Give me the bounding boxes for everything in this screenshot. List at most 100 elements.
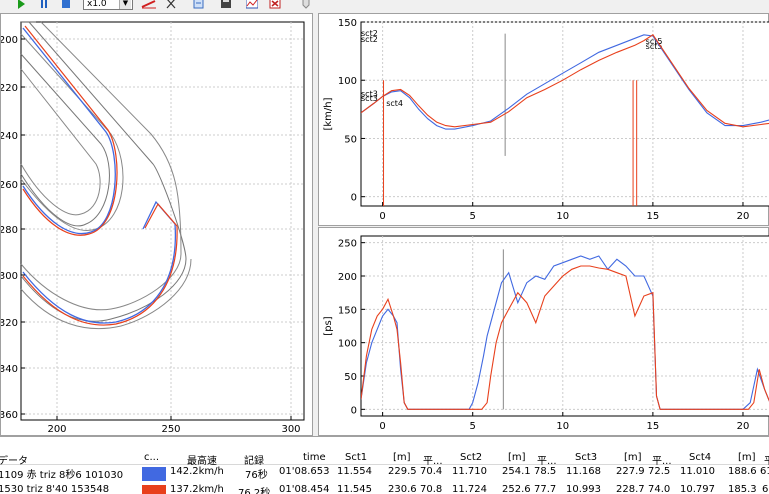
cell-m1: 229.5 [388, 466, 417, 477]
map-tick-label-y: 200 [1, 35, 18, 46]
tick-label-y: 50 [344, 134, 357, 145]
chevron-down-icon: ▼ [119, 0, 131, 9]
power-chart[interactable]: 250 200 150 100 50 0 0 5 10 15 20 [ps] [319, 228, 769, 435]
col-header-time[interactable]: time [303, 452, 326, 463]
plot-area [360, 235, 769, 417]
red-line-icon[interactable] [141, 0, 157, 10]
col-header-data[interactable]: データ [0, 456, 28, 467]
table-header: データ c... 最高速 記録 time Sct1 [m] 平... Sct2 … [0, 444, 769, 467]
sector-label: sct3 [361, 90, 378, 99]
tick-label-y: 0 [351, 405, 357, 416]
export-icon[interactable] [192, 0, 206, 10]
track-outer-edge-2 [20, 21, 182, 311]
tick-label-y: 250 [338, 239, 357, 250]
track-inner-edge [20, 53, 110, 227]
toolbar: x1.0 ▼ [0, 0, 769, 13]
tick-label-x: 20 [737, 211, 750, 222]
map-tick-label-x: 250 [161, 424, 180, 435]
tick-label-x: 5 [470, 211, 476, 222]
series-line-red [361, 34, 769, 128]
chart-icon[interactable] [245, 0, 259, 10]
tick-label-y: 150 [338, 18, 357, 29]
col-header-sct3[interactable]: Sct3 [575, 452, 598, 463]
pause-icon[interactable] [38, 0, 50, 10]
col-header-m1[interactable]: [m] [393, 452, 411, 463]
tick-label-x: 0 [379, 421, 385, 432]
tick-label-x: 10 [556, 211, 569, 222]
tick-label-y: 200 [338, 272, 357, 283]
play-icon[interactable] [15, 0, 27, 10]
power-chart-panel: 250 200 150 100 50 0 0 5 10 15 20 [ps] [318, 227, 769, 436]
table-row[interactable]: 1109 赤 triz 8秒6 101030 142.2km/h 76秒 01'… [0, 466, 769, 482]
map-tick-label-y: 360 [1, 410, 18, 421]
sector-label: sct4 [386, 99, 403, 108]
cursor-icon[interactable] [165, 0, 177, 10]
tick-label-y: 50 [344, 372, 357, 383]
pdf-icon[interactable] [268, 0, 282, 10]
cell-avg2: 77.7 [534, 484, 557, 494]
track-inner-edge-2 [20, 68, 101, 216]
stop-icon[interactable] [60, 0, 72, 10]
col-header-m4[interactable]: [m] [738, 452, 756, 463]
cell-sct4: 11.010 [680, 466, 715, 477]
tick-label-x: 20 [737, 421, 750, 432]
map-tick-label-x: 300 [281, 424, 300, 435]
save-icon[interactable] [219, 0, 233, 10]
series-line-blue [361, 34, 769, 130]
col-header-max-speed[interactable]: 最高速 [187, 456, 217, 467]
col-header-avg3[interactable]: 平... [652, 456, 672, 467]
track-map-panel: 200 220 240 260 280 300 320 340 360 200 250 300 [0, 13, 313, 436]
table-row[interactable]: 1530 triz 8'40 153548 137.2km/h 76.2秒 01… [0, 484, 769, 494]
tick-label-y: 100 [338, 339, 357, 350]
lap-trace-red [22, 25, 178, 326]
col-header-sct1[interactable]: Sct1 [345, 452, 368, 463]
map-tick-label-y: 240 [1, 131, 18, 142]
cell-avg3: 72.5 [648, 466, 671, 477]
cell-data: 1530 triz 8'40 153548 [0, 484, 110, 494]
tick-label-x: 15 [647, 211, 660, 222]
cell-sct1: 11.545 [337, 484, 372, 494]
cell-sct1: 11.554 [337, 466, 372, 477]
cell-m3: 227.9 [616, 466, 645, 477]
tick-label-y: 0 [351, 193, 357, 204]
cell-record: 76秒 [245, 470, 268, 481]
slider-icon[interactable] [300, 0, 312, 10]
col-header-sct2[interactable]: Sct2 [460, 452, 483, 463]
cell-avg2: 78.5 [534, 466, 557, 477]
tick-label-x: 15 [647, 421, 660, 432]
zoom-select[interactable]: x1.0 ▼ [83, 0, 133, 10]
cell-max-speed: 137.2km/h [170, 484, 224, 494]
color-swatch[interactable] [142, 485, 166, 494]
cell-avg3: 74.0 [648, 484, 671, 494]
col-header-sct4[interactable]: Sct4 [689, 452, 712, 463]
cell-m4: 188.6 [728, 466, 757, 477]
col-header-avg2[interactable]: 平... [537, 456, 557, 467]
map-tick-label-y: 300 [1, 271, 18, 282]
sector-label: sct2 [361, 29, 378, 38]
col-header-m2[interactable]: [m] [508, 452, 526, 463]
y-axis-label: [ps] [323, 316, 334, 335]
zoom-select-value: x1.0 [87, 0, 107, 9]
map-tick-label-y: 320 [1, 318, 18, 329]
cell-data: 1109 赤 triz 8秒6 101030 [0, 470, 124, 481]
sector-label: sct3 [361, 94, 378, 103]
col-header-color[interactable]: c... [144, 452, 160, 463]
col-header-avg4[interactable]: 平 [764, 452, 769, 467]
y-axis-label: [km/h] [323, 97, 334, 130]
col-header-avg1[interactable]: 平... [423, 456, 443, 467]
cell-sct2: 11.724 [452, 484, 487, 494]
cell-record: 76.2秒 [238, 488, 271, 494]
vertical-splitter[interactable] [313, 13, 318, 436]
col-header-record[interactable]: 記録 [244, 456, 264, 467]
track-map[interactable]: 200 220 240 260 280 300 320 340 360 200 250 300 [1, 14, 312, 435]
sector-label: sct5 [646, 37, 663, 46]
map-tick-label-y: 340 [1, 364, 18, 375]
map-tick-label-y: 280 [1, 225, 18, 236]
col-header-m3[interactable]: [m] [624, 452, 642, 463]
cell-avg4: 61 [760, 466, 769, 477]
cell-sct4: 10.797 [680, 484, 715, 494]
cell-m4: 185.3 [728, 484, 757, 494]
color-swatch[interactable] [142, 467, 166, 481]
cell-avg1: 70.4 [420, 466, 443, 477]
